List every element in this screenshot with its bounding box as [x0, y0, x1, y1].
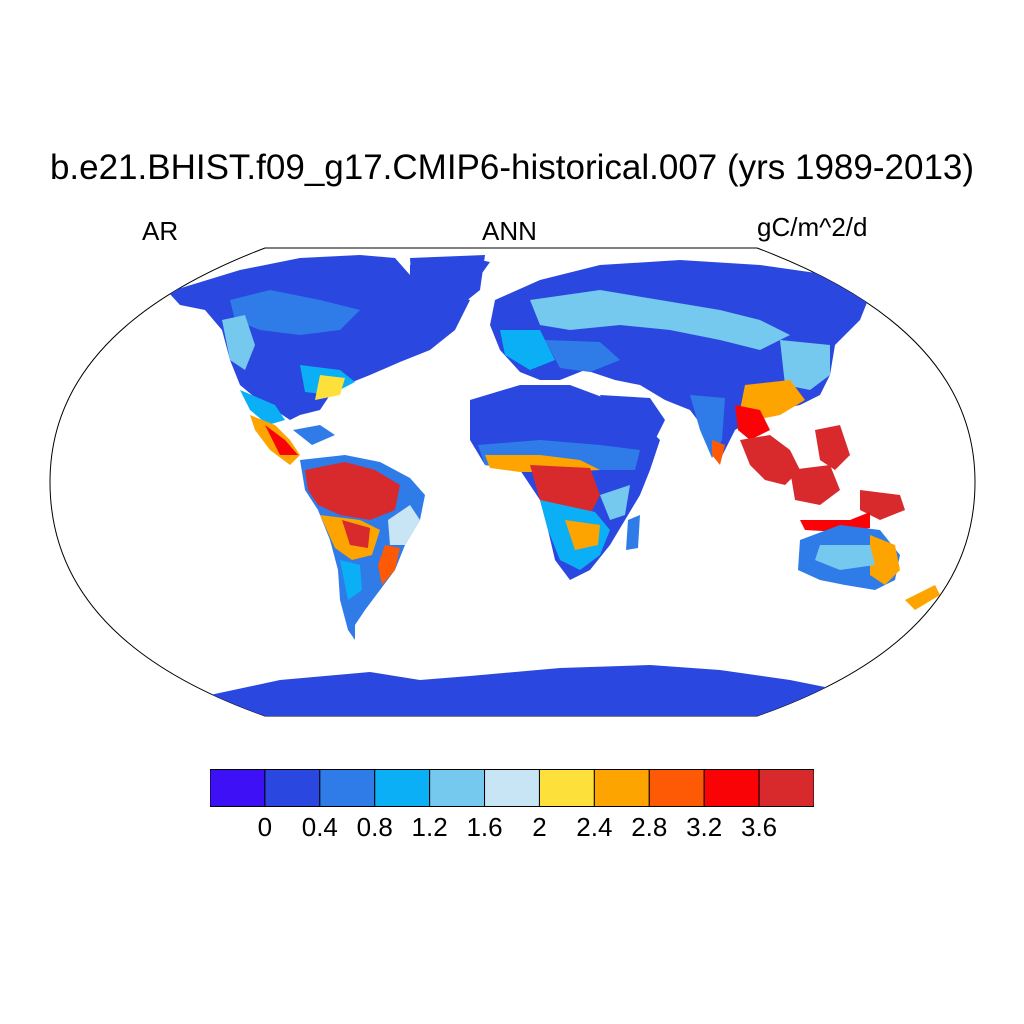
southeast-asia	[740, 425, 905, 532]
colorbar-tick-label: 3.2	[686, 812, 723, 842]
colorbar-swatch	[593, 769, 650, 807]
colorbar-tick-label: 2.8	[631, 812, 668, 842]
season-label: ANN	[482, 216, 537, 246]
colorbar-swatch	[319, 769, 376, 807]
colorbar-ticks: 0 0.4 0.8 1.2 1.6 2 2.4 2.8 3.2 3.6	[0, 812, 1024, 852]
colorbar-swatch	[703, 769, 760, 807]
colorbar-swatch	[538, 769, 595, 807]
arabia	[600, 395, 665, 440]
colorbar-swatch	[648, 769, 705, 807]
colorbar-swatch	[374, 769, 431, 807]
units-label: gC/m^2/d	[757, 212, 868, 242]
colorbar-swatch	[429, 769, 486, 807]
colorbar-tick-label: 1.6	[466, 812, 503, 842]
plot-title: b.e21.BHIST.f09_g17.CMIP6-historical.007…	[49, 148, 975, 187]
greenland	[410, 255, 485, 312]
new-zealand	[905, 585, 940, 610]
colorbar-tick-label: 1.2	[411, 812, 448, 842]
colorbar-tick-label: 2	[532, 812, 547, 842]
colorbar-tick-label: 0	[257, 812, 273, 842]
antarctica	[200, 665, 860, 716]
variable-label: AR	[142, 216, 179, 246]
australia	[798, 525, 900, 590]
colorbar-swatch	[210, 769, 266, 807]
africa	[470, 385, 660, 580]
south-america	[300, 455, 425, 640]
eurasia	[490, 260, 870, 465]
colorbar	[210, 769, 814, 807]
colorbar-swatch	[264, 769, 321, 807]
colorbar-tick-label: 2.4	[576, 812, 613, 842]
colorbar-tick-label: 0.8	[356, 812, 393, 842]
colorbar-tick-label: 3.6	[741, 812, 778, 842]
colorbar-swatch	[758, 769, 814, 807]
colorbar-swatch	[484, 769, 540, 807]
colorbar-tick-label: 0.4	[301, 812, 338, 842]
